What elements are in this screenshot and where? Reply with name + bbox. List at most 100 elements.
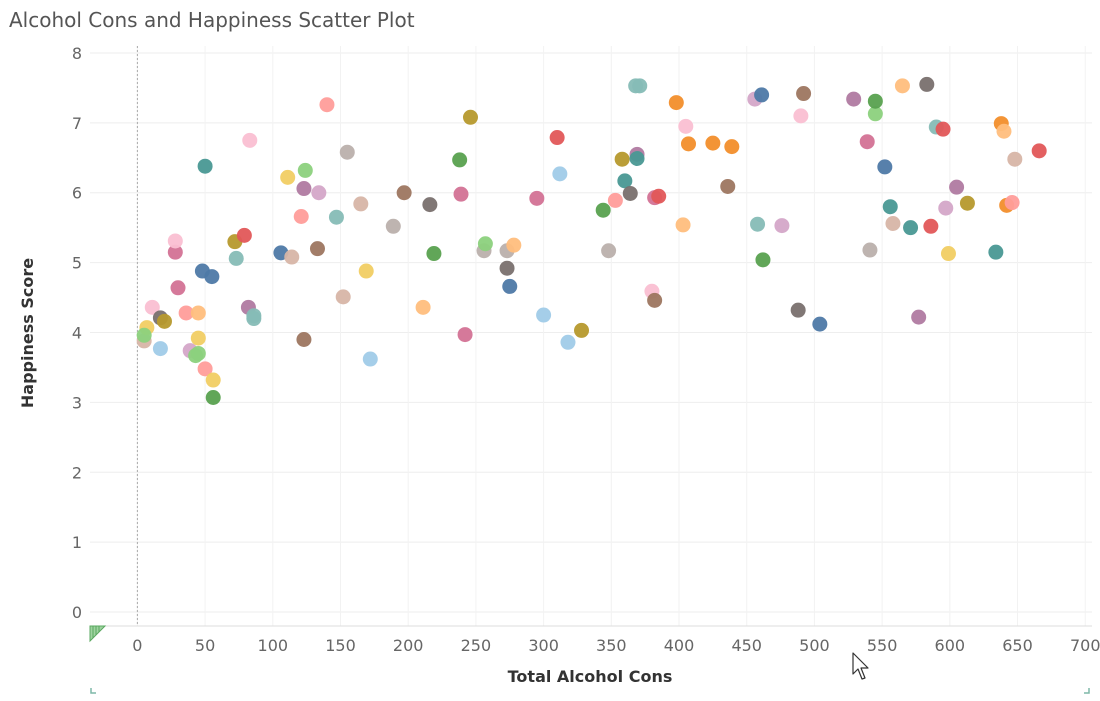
data-point[interactable] (190, 305, 206, 321)
data-point[interactable] (859, 134, 875, 150)
data-point[interactable] (136, 327, 152, 343)
data-point[interactable] (903, 220, 919, 236)
data-point[interactable] (678, 118, 694, 134)
data-point[interactable] (293, 209, 309, 225)
data-point[interactable] (190, 345, 206, 361)
data-point[interactable] (205, 372, 221, 388)
data-point[interactable] (614, 151, 630, 167)
data-point[interactable] (152, 341, 168, 357)
data-point[interactable] (793, 108, 809, 124)
data-point[interactable] (228, 250, 244, 266)
data-point[interactable] (328, 209, 344, 225)
data-point[interactable] (197, 361, 213, 377)
data-point[interactable] (502, 278, 518, 294)
data-point[interactable] (296, 331, 312, 347)
data-point[interactable] (867, 106, 883, 122)
data-point[interactable] (755, 252, 771, 268)
data-point[interactable] (190, 330, 206, 346)
data-point[interactable] (632, 78, 648, 94)
data-point[interactable] (167, 233, 183, 249)
data-point[interactable] (919, 76, 935, 92)
data-point[interactable] (675, 217, 691, 233)
drag-handle-icon[interactable] (89, 625, 107, 643)
data-point[interactable] (1031, 143, 1047, 159)
data-point[interactable] (170, 280, 186, 296)
data-point[interactable] (319, 97, 335, 113)
data-point[interactable] (529, 190, 545, 206)
data-point[interactable] (574, 322, 590, 338)
data-point[interactable] (426, 246, 442, 262)
data-point[interactable] (499, 260, 515, 276)
data-point[interactable] (311, 185, 327, 201)
data-point[interactable] (296, 181, 312, 197)
data-point[interactable] (790, 302, 806, 318)
data-point[interactable] (204, 269, 220, 285)
data-point[interactable] (867, 93, 883, 109)
data-point[interactable] (1004, 195, 1020, 211)
data-point[interactable] (358, 263, 374, 279)
data-point[interactable] (959, 195, 975, 211)
data-point[interactable] (1007, 151, 1023, 167)
data-point[interactable] (385, 218, 401, 234)
data-point[interactable] (549, 130, 565, 146)
data-point[interactable] (705, 135, 721, 151)
data-point[interactable] (242, 132, 258, 148)
data-point[interactable] (178, 305, 194, 321)
data-point[interactable] (754, 87, 770, 103)
data-point[interactable] (862, 242, 878, 258)
data-point[interactable] (477, 236, 493, 252)
data-point[interactable] (894, 78, 910, 94)
data-point[interactable] (457, 327, 473, 343)
data-point[interactable] (536, 307, 552, 323)
data-point[interactable] (988, 244, 1004, 260)
data-point[interactable] (923, 218, 939, 234)
data-point[interactable] (724, 139, 740, 155)
data-point[interactable] (629, 151, 645, 167)
data-point[interactable] (339, 144, 355, 160)
data-point[interactable] (750, 216, 766, 232)
data-point[interactable] (297, 162, 313, 178)
data-point[interactable] (846, 91, 862, 107)
data-point[interactable] (167, 244, 183, 260)
data-point[interactable] (205, 389, 221, 405)
data-point[interactable] (935, 121, 951, 137)
data-point[interactable] (552, 166, 568, 182)
data-point[interactable] (940, 246, 956, 262)
data-point[interactable] (246, 308, 262, 324)
data-point[interactable] (720, 178, 736, 194)
data-point[interactable] (617, 173, 633, 189)
data-point[interactable] (680, 136, 696, 152)
data-point[interactable] (144, 299, 160, 315)
data-point[interactable] (415, 299, 431, 315)
data-point[interactable] (156, 313, 172, 329)
data-point[interactable] (595, 202, 611, 218)
data-point[interactable] (796, 86, 812, 102)
data-point[interactable] (607, 192, 623, 208)
data-point[interactable] (353, 196, 369, 212)
data-point[interactable] (996, 123, 1012, 139)
data-point[interactable] (601, 243, 617, 259)
data-point[interactable] (506, 237, 522, 253)
data-point[interactable] (236, 227, 252, 243)
data-point[interactable] (651, 188, 667, 204)
data-point[interactable] (622, 185, 638, 201)
data-point[interactable] (885, 215, 901, 231)
data-point[interactable] (453, 186, 469, 202)
data-point[interactable] (877, 159, 893, 175)
data-point[interactable] (647, 292, 663, 308)
data-point[interactable] (284, 249, 300, 265)
data-point[interactable] (362, 351, 378, 367)
data-point[interactable] (309, 241, 325, 257)
data-point[interactable] (774, 218, 790, 234)
data-point[interactable] (422, 197, 438, 213)
data-point[interactable] (280, 169, 296, 185)
data-point[interactable] (938, 200, 954, 216)
data-point[interactable] (462, 109, 478, 125)
data-point[interactable] (396, 185, 412, 201)
data-point[interactable] (812, 316, 828, 332)
data-point[interactable] (197, 158, 213, 174)
data-point[interactable] (911, 309, 927, 325)
data-point[interactable] (335, 289, 351, 305)
data-point[interactable] (668, 95, 684, 111)
data-point[interactable] (882, 199, 898, 215)
